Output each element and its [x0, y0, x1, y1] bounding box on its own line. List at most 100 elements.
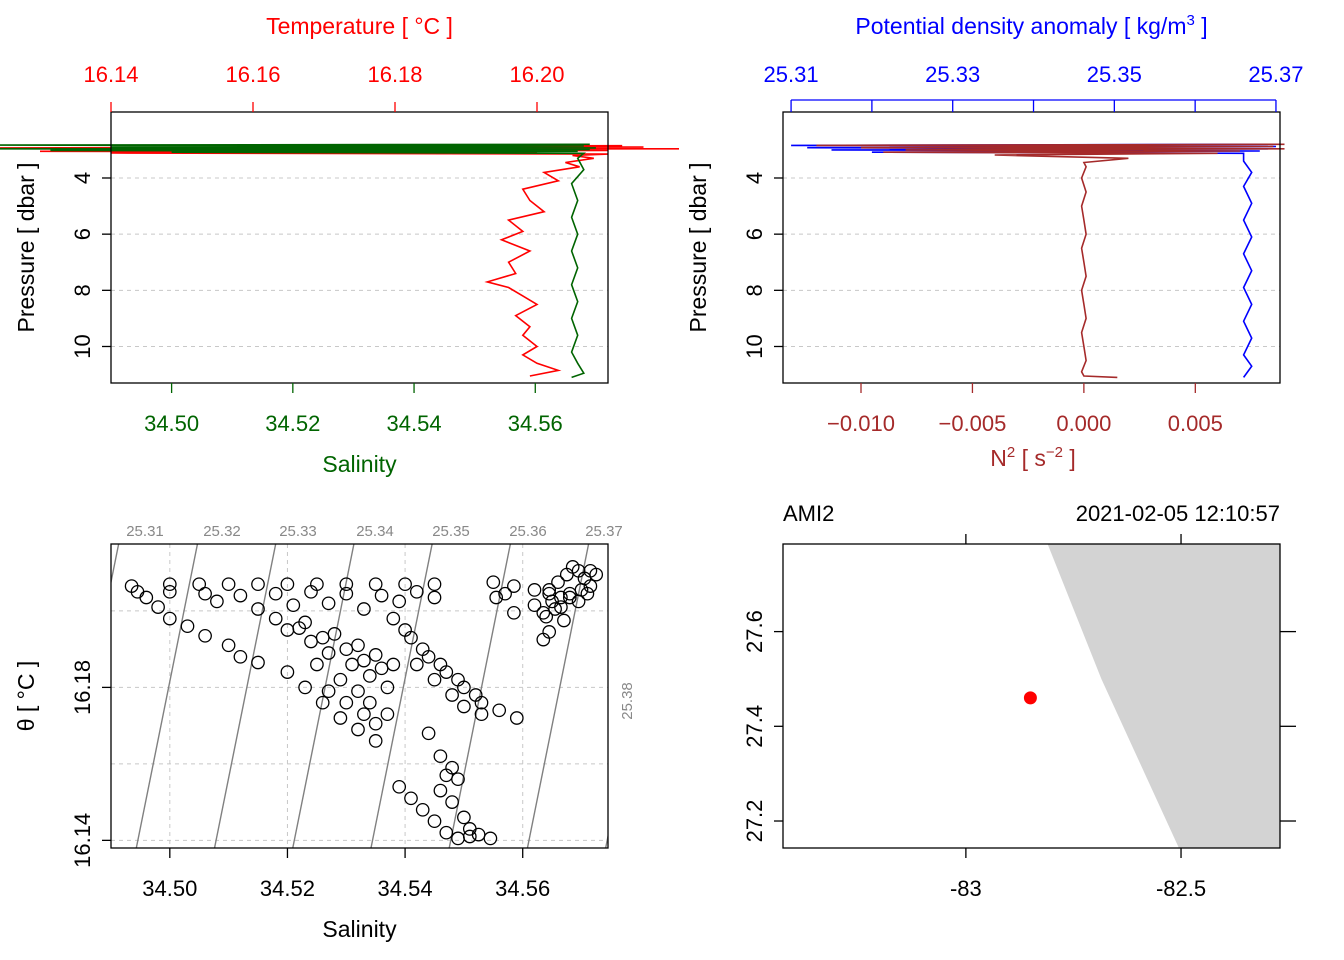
- ts-point: [536, 605, 551, 620]
- n2-tick-label: −0.005: [938, 411, 1006, 436]
- ts-point: [304, 584, 318, 599]
- ts-point: [457, 699, 471, 714]
- ts-point: [180, 619, 195, 634]
- salinity-tick-label: 34.56: [508, 411, 563, 436]
- salinity-tick-label: 34.56: [495, 876, 550, 901]
- n2-tick-label: 0.005: [1168, 411, 1223, 436]
- salinity-tick-label: 34.54: [378, 876, 433, 901]
- ts-point: [474, 695, 489, 710]
- salinity-line: [0, 143, 596, 379]
- lon-tick-label: -83: [950, 876, 982, 901]
- ts-point: [321, 646, 336, 660]
- n2-axis-title-sup2: −2: [1046, 444, 1063, 461]
- temperature-tick-label: 16.14: [83, 62, 138, 87]
- ts-point: [368, 648, 383, 662]
- ts-point: [233, 588, 248, 603]
- ts-point: [139, 590, 154, 605]
- density-tick-label: 25.37: [1248, 62, 1303, 87]
- pressure-tick-label: 6: [742, 228, 767, 240]
- ts-point: [507, 605, 521, 620]
- pressure-tick-label: 4: [70, 172, 95, 184]
- profile-ts-panel: 16.14 16.16 16.18 16.20 Temperature [ °C ] 34…: [0, 13, 680, 477]
- ts-point: [427, 672, 442, 687]
- ts-point: [409, 584, 424, 599]
- ts-point: [362, 669, 377, 683]
- ts-point: [557, 613, 571, 628]
- ts-point: [233, 649, 248, 664]
- ts-point: [268, 586, 283, 601]
- ts-point: [462, 822, 477, 836]
- theta-tick-label: 16.14: [70, 813, 95, 868]
- isopycnal-label: 25.37: [585, 523, 623, 540]
- ts-point: [210, 594, 224, 609]
- plot-frame: [110, 111, 609, 384]
- ts-point: [451, 831, 465, 846]
- map-panel: -83 -82.5 AMI2 2021-02-05 12:10:57: [774, 501, 1296, 901]
- lon-tick-label: -82.5: [1156, 876, 1206, 901]
- ts-point: [310, 657, 324, 672]
- isopycnal-line: [448, 544, 512, 848]
- ts-point: [474, 707, 489, 722]
- ts-point: [421, 726, 436, 741]
- pressure-tick-label: 6: [70, 228, 95, 240]
- salinity-tick-label: 34.50: [142, 876, 197, 901]
- ts-point: [351, 684, 365, 699]
- ts-point: [498, 586, 512, 601]
- ts-point: [421, 649, 436, 664]
- ts-point: [368, 716, 383, 731]
- ts-point: [392, 779, 407, 794]
- ts-point: [357, 707, 371, 722]
- station-marker: [1023, 691, 1037, 705]
- ts-point: [439, 825, 454, 840]
- ts-point: [483, 831, 498, 846]
- lat-tick-label: 27.4: [742, 705, 767, 748]
- ts-point: [554, 590, 568, 605]
- density-axis-title-sup: 3: [1186, 12, 1194, 29]
- ts-point: [162, 584, 177, 599]
- land-area: [1047, 544, 1280, 848]
- ts-point: [583, 563, 598, 578]
- ts-point: [221, 577, 236, 592]
- temperature-tick-label: 16.20: [509, 62, 564, 87]
- isopycnal-label: 25.38: [619, 682, 636, 720]
- n2-axis-title: N2 [ s−2 ]: [990, 444, 1076, 471]
- ts-point: [357, 602, 371, 616]
- ts-point: [298, 680, 312, 695]
- ts-point: [486, 575, 501, 590]
- ts-point: [333, 672, 348, 687]
- n2-axis-title-mid: [ s: [1015, 445, 1046, 471]
- ts-point: [536, 632, 551, 647]
- ts-point: [554, 600, 568, 614]
- temperature-tick-label: 16.16: [225, 62, 280, 87]
- lat-tick-label: 27.6: [742, 610, 767, 653]
- ts-point: [404, 630, 418, 645]
- ts-point: [445, 688, 459, 702]
- ts-point: [315, 630, 330, 645]
- n2-axis-title-sup: 2: [1007, 444, 1015, 461]
- ts-point: [562, 590, 577, 605]
- ts-point: [198, 628, 212, 643]
- temperature-tick-label: 16.18: [367, 62, 422, 87]
- density-axis-title-text: Potential density anomaly [ kg/m: [855, 13, 1186, 39]
- pressure-tick-label: 8: [70, 284, 95, 296]
- ts-point: [571, 594, 586, 609]
- ts-point: [339, 586, 354, 601]
- ts-point: [339, 577, 354, 592]
- isopycnal-label: 25.35: [432, 523, 470, 540]
- salinity-tick-label: 34.52: [265, 411, 320, 436]
- isopycnal-line: [213, 544, 277, 848]
- ts-point: [398, 577, 412, 592]
- ts-point: [559, 567, 574, 582]
- ts-point: [404, 791, 418, 806]
- ts-point: [268, 611, 283, 626]
- pressure-tick-label: 4: [742, 172, 767, 184]
- ts-point: [457, 810, 471, 825]
- density-axis-title-end: ]: [1195, 13, 1208, 39]
- isopycnal-label: 25.31: [126, 523, 164, 540]
- ts-point: [427, 577, 442, 592]
- ts-point: [251, 602, 265, 616]
- ts-points: [124, 560, 604, 846]
- salinity-tick-label: 34.52: [260, 876, 315, 901]
- n2-line: [816, 143, 1285, 379]
